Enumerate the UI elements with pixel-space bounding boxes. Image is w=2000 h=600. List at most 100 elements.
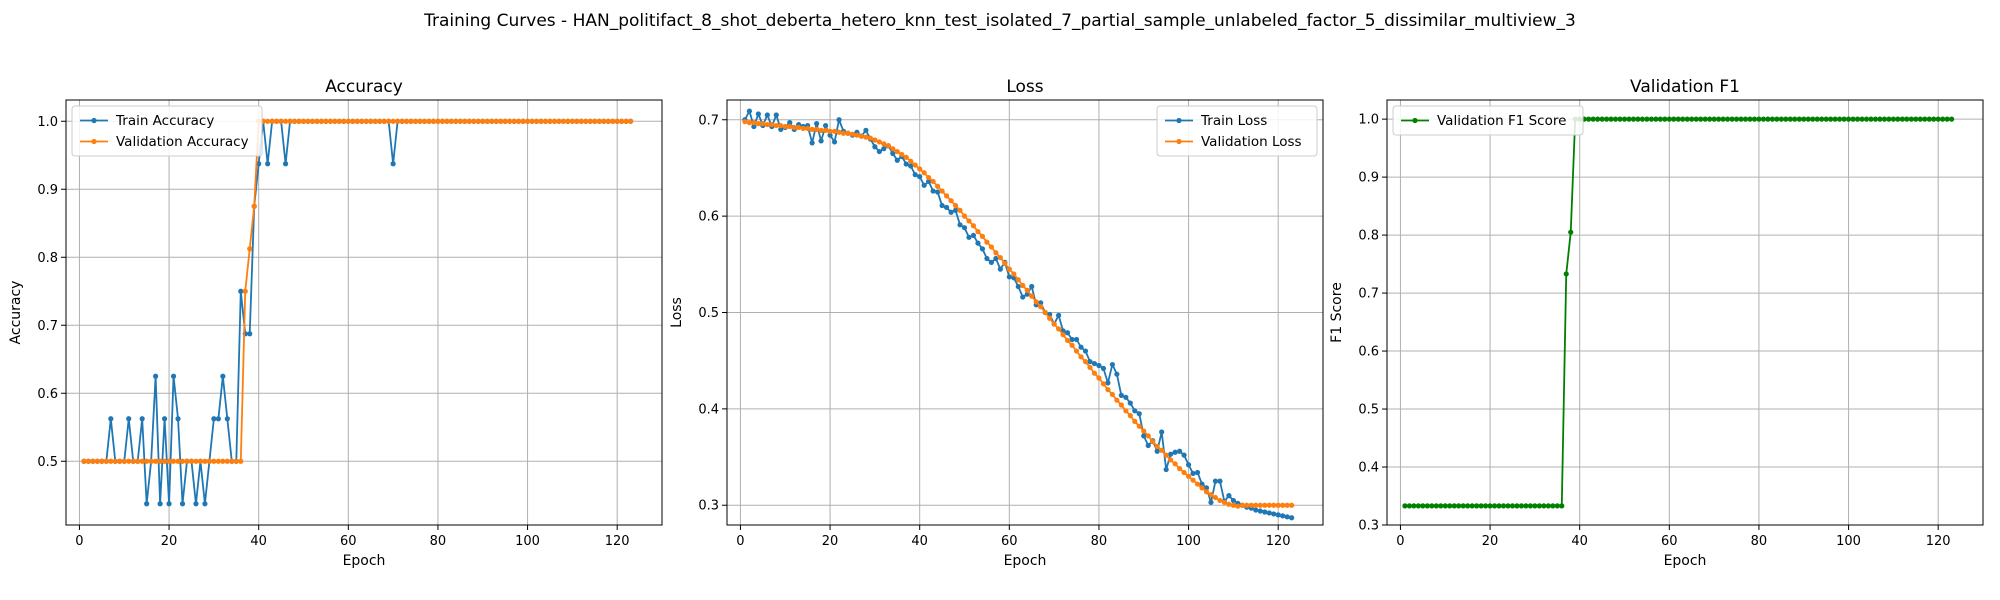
data-point [966, 234, 972, 240]
data-point [368, 118, 374, 124]
data-point [1783, 116, 1789, 122]
series-validation-accuracy [81, 118, 634, 464]
data-point [574, 118, 580, 124]
data-point [1033, 299, 1039, 305]
data-point [1203, 489, 1210, 495]
data-point [908, 163, 914, 169]
data-point [372, 118, 378, 124]
data-point [1011, 271, 1017, 277]
data-point [466, 118, 472, 124]
data-point [1096, 375, 1102, 381]
data-point [957, 207, 963, 213]
data-point [1020, 294, 1026, 300]
data-point [1056, 326, 1062, 332]
y-tick-label: 0.7 [1358, 287, 1379, 302]
data-point [822, 127, 829, 133]
data-point [921, 170, 927, 176]
data-point [1586, 116, 1592, 122]
data-point [1212, 478, 1219, 484]
data-point [175, 416, 181, 422]
data-point [1114, 397, 1120, 403]
data-point [1029, 293, 1035, 299]
x-tick-label: 40 [250, 534, 267, 549]
data-point [1769, 116, 1775, 122]
legend-item: Validation Loss [1165, 134, 1302, 150]
data-point [778, 126, 784, 132]
data-point [565, 118, 571, 124]
data-point [1024, 287, 1030, 293]
data-point [1127, 413, 1133, 419]
data-point [1482, 503, 1489, 509]
data-point [1424, 503, 1430, 509]
data-point [1177, 448, 1183, 454]
data-point [988, 244, 994, 250]
data-point [1235, 503, 1241, 509]
data-point [242, 288, 248, 294]
data-point [858, 133, 865, 139]
data-point [863, 134, 869, 140]
data-point [1257, 508, 1263, 514]
data-point [229, 458, 235, 464]
data-point [1132, 418, 1138, 425]
data-point [193, 501, 199, 507]
data-point [1006, 274, 1012, 280]
data-point [809, 140, 815, 146]
data-point [1420, 503, 1426, 509]
data-point [1805, 116, 1811, 122]
data-point [480, 118, 486, 124]
data-point [1729, 116, 1735, 122]
data-point [894, 148, 900, 155]
data-point [551, 118, 558, 124]
data-point [961, 225, 968, 231]
data-point [170, 458, 177, 464]
data-point [516, 118, 522, 124]
data-point [1136, 411, 1142, 417]
x-tick-label: 0 [736, 534, 744, 549]
data-point [1724, 116, 1731, 122]
data-point [1765, 116, 1771, 122]
data-point [403, 118, 410, 124]
data-point [350, 118, 356, 124]
data-point [533, 118, 540, 124]
data-point [845, 130, 851, 136]
data-point [764, 121, 770, 128]
data-point [1154, 448, 1160, 454]
data-point [498, 118, 504, 124]
data-point [881, 141, 887, 147]
data-point [921, 182, 927, 188]
data-point [961, 213, 968, 219]
data-point [1590, 116, 1596, 122]
data-point [1145, 433, 1151, 439]
data-point [1047, 315, 1053, 321]
data-point [592, 118, 598, 124]
data-point [121, 458, 127, 464]
data-point [144, 501, 150, 507]
data-point [524, 118, 531, 124]
data-point [1760, 116, 1767, 122]
data-point [791, 124, 797, 131]
data-point [885, 143, 891, 149]
data-point [1284, 502, 1290, 508]
data-point [778, 122, 784, 129]
data-point [489, 118, 495, 124]
legend-item: Train Accuracy [80, 113, 214, 129]
data-point [1069, 342, 1075, 348]
x-tick-label: 80 [1751, 534, 1768, 549]
data-point [1931, 116, 1937, 122]
x-tick-label: 20 [1482, 534, 1499, 549]
legend: Train Loss Validation Loss [1156, 105, 1318, 157]
data-point [1922, 116, 1928, 122]
data-point [1671, 116, 1677, 122]
y-axis-label: F1 Score [1329, 282, 1345, 343]
data-point [917, 174, 923, 180]
data-point [1666, 116, 1672, 122]
data-point [99, 458, 105, 464]
data-point [1411, 503, 1417, 509]
x-tick-label: 80 [430, 534, 447, 549]
data-point [628, 118, 634, 124]
legend-marker [91, 138, 97, 145]
data-point [1154, 443, 1160, 450]
data-point [220, 458, 226, 464]
data-point [148, 458, 154, 464]
data-point [179, 458, 186, 464]
